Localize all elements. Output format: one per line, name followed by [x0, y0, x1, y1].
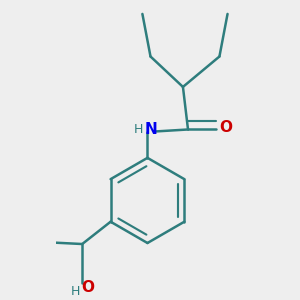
Text: H: H — [134, 123, 143, 136]
Text: N: N — [144, 122, 157, 137]
Text: O: O — [81, 280, 94, 295]
Text: O: O — [219, 120, 232, 135]
Text: H: H — [70, 285, 80, 298]
